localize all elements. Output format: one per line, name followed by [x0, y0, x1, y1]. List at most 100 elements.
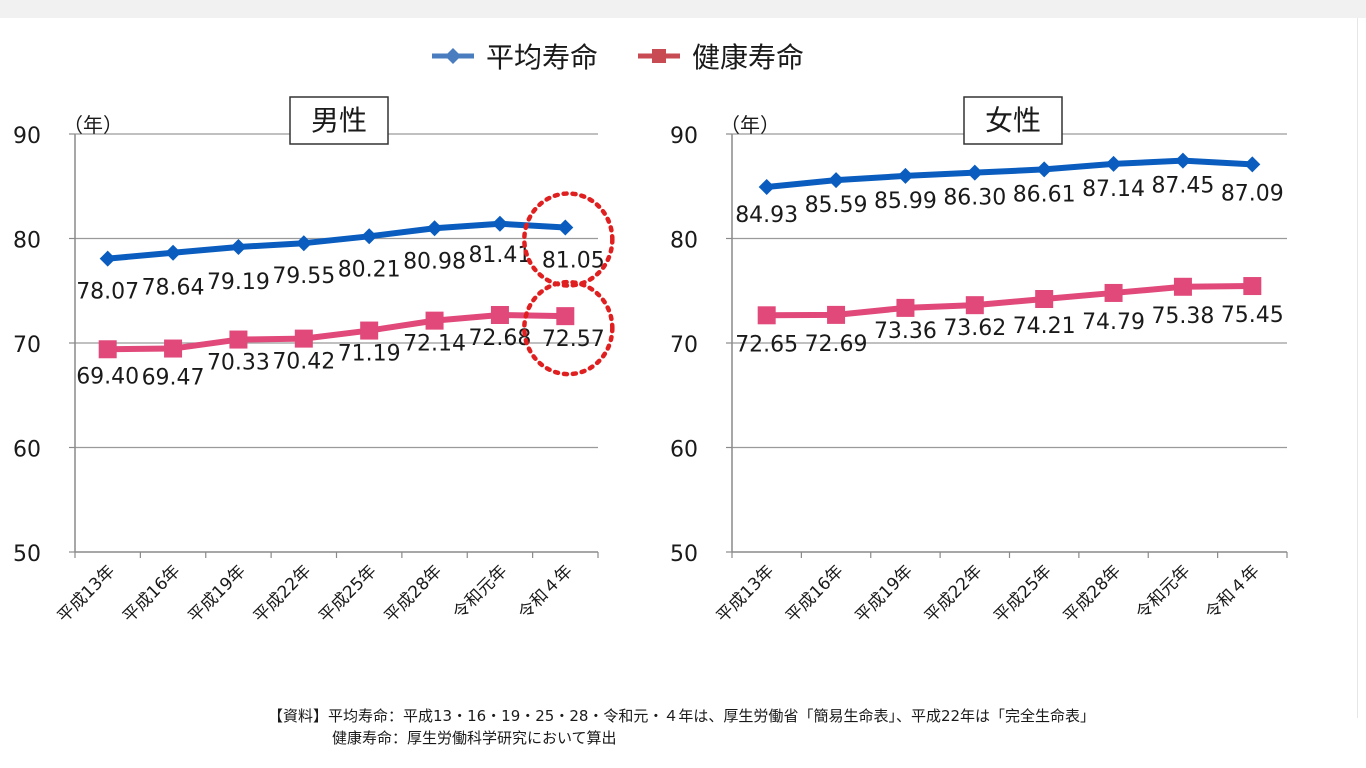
male-avg-label-3: 79.55	[272, 264, 335, 289]
male-xtick-label-3: 平成22年	[250, 561, 316, 627]
female-avg-point-1	[828, 172, 845, 189]
male-healthy-point-4	[360, 321, 379, 340]
top-strip	[0, 0, 1366, 18]
male-avg-line	[107, 220, 566, 262]
female-healthy-label-0: 72.65	[735, 332, 798, 357]
female-avg-point-0	[758, 178, 775, 195]
female-healthy-label-2: 73.36	[874, 319, 937, 344]
female-avg-label-4: 86.61	[1013, 182, 1076, 207]
male-avg-point-5	[426, 220, 443, 237]
male-healthy-point-0	[98, 340, 117, 359]
source-line-1: 【資料】平均寿命：平成13・16・19・25・28・令和元・４年は、厚生労働省「…	[268, 707, 1096, 725]
male-avg-label-6: 81.41	[468, 243, 531, 268]
male-xtick-label-6: 令和元年	[449, 561, 511, 623]
female-avg-label-7: 87.09	[1221, 181, 1284, 206]
male-healthy-point-6	[490, 305, 509, 324]
legend-healthy-swatch	[638, 49, 681, 63]
female-xtick-label-5: 平成28年	[1060, 561, 1126, 627]
female-avg-point-5	[1105, 155, 1122, 172]
female-healthy-point-5	[1104, 283, 1123, 302]
female-xtick-label-0: 平成13年	[713, 561, 779, 627]
male-ylabel: （年）	[63, 113, 123, 137]
female-healthy-label-7: 75.45	[1221, 303, 1284, 328]
female-avg-label-5: 87.14	[1082, 177, 1145, 202]
male-xtick-label-0: 平成13年	[54, 561, 120, 627]
female-xtick-label-7: 令和４年	[1202, 561, 1264, 623]
right-border-line	[1357, 18, 1358, 718]
male-avg-label-4: 80.21	[338, 257, 401, 282]
male-avg-point-7	[557, 219, 574, 236]
male-ytick-50: 50	[13, 542, 41, 567]
female-ytick-80: 80	[670, 229, 698, 254]
male-xtick-label-1: 平成16年	[119, 561, 185, 627]
female-avg-point-6	[1174, 152, 1191, 169]
female-healthy-point-2	[896, 298, 915, 317]
male-xtick-label-5: 平成28年	[381, 561, 447, 627]
female-healthy-label-4: 74.21	[1013, 314, 1076, 339]
female-title: 女性	[985, 104, 1041, 137]
male-avg-point-2	[230, 238, 247, 255]
male-healthy-label-1: 69.47	[142, 366, 205, 391]
female-avg-label-0: 84.93	[735, 203, 798, 228]
female-healthy-label-1: 72.69	[805, 332, 868, 357]
male-title: 男性	[311, 104, 367, 137]
male-healthy-label-5: 72.14	[403, 332, 466, 357]
female-healthy-line	[766, 283, 1253, 319]
male-avg-point-6	[491, 215, 508, 232]
female-ytick-70: 70	[670, 333, 698, 358]
male-avg-label-7: 81.05	[542, 249, 605, 274]
male-healthy-point-3	[294, 329, 313, 348]
male-healthy-label-4: 71.19	[338, 342, 401, 367]
legend-avg-swatch	[432, 48, 474, 64]
male-healthy-point-2	[229, 330, 248, 349]
male-xtick-label-4: 平成25年	[315, 561, 381, 627]
male-avg-label-0: 78.07	[76, 280, 139, 305]
male-healthy-label-6: 72.68	[468, 326, 531, 351]
male-ytick-70: 70	[13, 333, 41, 358]
source-note: 【資料】平均寿命：平成13・16・19・25・28・令和元・４年は、厚生労働省「…	[268, 705, 1095, 749]
female-ytick-50: 50	[670, 542, 698, 567]
male-highlight-circle-0	[522, 191, 615, 288]
female-healthy-label-5: 74.79	[1082, 310, 1145, 335]
male-avg-point-4	[361, 228, 378, 245]
female-xtick-label-4: 平成25年	[990, 561, 1056, 627]
female-healthy-point-0	[757, 306, 776, 325]
female-healthy-label-6: 75.38	[1151, 304, 1214, 329]
male-healthy-label-7: 72.57	[542, 327, 605, 352]
female-ytick-60: 60	[670, 438, 698, 463]
male-avg-point-3	[295, 235, 312, 252]
male-ytick-60: 60	[13, 438, 41, 463]
female-avg-label-3: 86.30	[943, 186, 1006, 211]
female-healthy-point-4	[1035, 290, 1054, 309]
male-healthy-line	[107, 311, 566, 353]
female-xtick-label-2: 平成19年	[851, 561, 917, 627]
legend: 平均寿命 健康寿命	[430, 36, 804, 76]
female-avg-point-7	[1244, 156, 1261, 173]
female-avg-label-6: 87.45	[1151, 174, 1214, 199]
male-ytick-90: 90	[13, 124, 41, 149]
female-avg-line	[766, 157, 1253, 190]
female-ylabel: （年）	[720, 113, 780, 137]
female-ytick-90: 90	[670, 124, 698, 149]
female-healthy-point-7	[1243, 277, 1262, 296]
legend-avg-label: 平均寿命	[486, 41, 599, 74]
female-avg-label-2: 85.99	[874, 189, 937, 214]
female-healthy-label-3: 73.62	[943, 316, 1006, 341]
source-line-2: 健康寿命：厚生労働科学研究において算出	[332, 729, 617, 747]
male-highlight-circle-1	[522, 279, 615, 377]
female-healthy-point-6	[1173, 277, 1192, 296]
male-xtick-label-7: 令和４年	[515, 561, 577, 623]
female-xtick-label-3: 平成22年	[921, 561, 987, 627]
male-healthy-point-1	[164, 339, 183, 358]
female-xtick-label-1: 平成16年	[782, 561, 848, 627]
male-xtick-label-2: 平成19年	[184, 561, 250, 627]
male-healthy-point-5	[425, 311, 444, 330]
male-healthy-point-7	[556, 307, 575, 326]
male-healthy-label-2: 70.33	[207, 351, 270, 376]
female-title-box	[963, 96, 1063, 145]
male-avg-label-1: 78.64	[142, 276, 205, 301]
female-xtick-label-6: 令和元年	[1132, 561, 1194, 623]
male-avg-label-5: 80.98	[403, 249, 466, 274]
legend-item-healthy: 健康寿命	[636, 36, 804, 76]
